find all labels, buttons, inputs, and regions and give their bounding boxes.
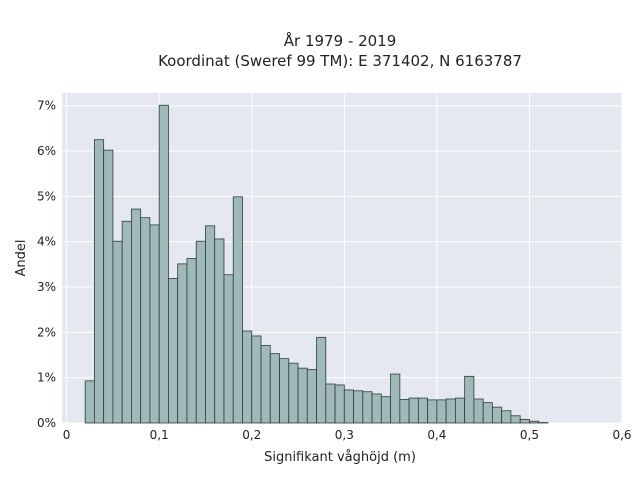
histogram-bar xyxy=(121,220,132,424)
y-tick-label: 2% xyxy=(37,325,56,339)
histogram-bars xyxy=(84,104,549,424)
histogram-bar xyxy=(223,274,234,424)
y-tick-label: 4% xyxy=(37,235,56,249)
histogram-bar xyxy=(140,217,151,424)
y-tick-label: 3% xyxy=(37,280,56,294)
x-tick-label: 0,2 xyxy=(242,428,261,442)
axis-ticks: 0 0,1 0,2 0,3 0,4 0,5 0,6 0% 1% 2% 3% 4% 5% 6% 7% xyxy=(37,99,632,442)
histogram-bar xyxy=(390,373,401,424)
histogram-bar xyxy=(316,336,327,424)
histogram-bar xyxy=(306,369,317,424)
y-tick-label: 0% xyxy=(37,416,56,430)
histogram-bar xyxy=(362,391,373,424)
histogram-bar xyxy=(529,420,540,424)
chart-title-line2: Koordinat (Sweref 99 TM): E 371402, N 61… xyxy=(158,52,522,70)
y-axis-label: Andel xyxy=(14,240,29,277)
histogram-bar xyxy=(482,402,493,424)
histogram-bar xyxy=(297,367,308,424)
histogram-bar xyxy=(464,375,475,424)
histogram-bar xyxy=(408,397,419,424)
x-tick-label: 0,3 xyxy=(335,428,354,442)
histogram-bar xyxy=(112,240,123,424)
histogram-bar xyxy=(149,224,160,424)
histogram-bar xyxy=(510,415,521,424)
chart-title-line1: År 1979 - 2019 xyxy=(284,31,397,50)
histogram-bar xyxy=(103,149,114,424)
histogram-bar xyxy=(436,399,447,424)
histogram-bar xyxy=(501,410,512,424)
x-tick-label: 0,4 xyxy=(427,428,446,442)
histogram-bar xyxy=(242,330,253,424)
histogram-bar xyxy=(186,258,197,424)
histogram-bar xyxy=(454,397,466,424)
histogram-bar xyxy=(84,380,95,424)
histogram-bar xyxy=(279,358,290,424)
histogram-bar xyxy=(214,238,225,424)
x-axis-label: Signifikant våghöjd (m) xyxy=(264,450,416,465)
histogram-bar xyxy=(158,104,169,424)
histogram-bar xyxy=(260,345,271,424)
histogram-bar xyxy=(269,353,280,424)
histogram-bar xyxy=(168,277,179,424)
histogram-bar xyxy=(232,196,243,424)
histogram-bar xyxy=(371,393,382,424)
histogram-bar xyxy=(380,396,391,424)
x-tick-label: 0 xyxy=(63,428,71,442)
y-tick-label: 7% xyxy=(37,99,56,113)
histogram-bar xyxy=(131,208,142,424)
histogram-bar xyxy=(445,398,456,424)
histogram-bar xyxy=(473,398,484,424)
y-tick-label: 1% xyxy=(37,371,56,385)
x-tick-label: 0,1 xyxy=(150,428,169,442)
histogram-bar xyxy=(93,139,105,424)
histogram-bar xyxy=(399,399,410,424)
histogram-bar xyxy=(343,389,354,424)
histogram-bar xyxy=(288,362,299,424)
histogram-bar xyxy=(205,225,216,424)
x-tick-label: 0,6 xyxy=(612,428,631,442)
histogram-bar xyxy=(492,406,503,424)
histogram-bar xyxy=(251,335,262,424)
y-tick-label: 5% xyxy=(37,189,56,203)
x-tick-label: 0,5 xyxy=(520,428,539,442)
histogram-bar xyxy=(427,399,438,424)
histogram-bar xyxy=(353,390,364,424)
histogram-bar xyxy=(195,240,206,424)
histogram-bar xyxy=(177,263,188,424)
histogram-bar xyxy=(417,397,429,424)
y-tick-label: 6% xyxy=(37,144,56,158)
histogram-bar xyxy=(325,383,336,424)
histogram-bar xyxy=(519,418,530,424)
histogram-bar xyxy=(334,384,345,424)
